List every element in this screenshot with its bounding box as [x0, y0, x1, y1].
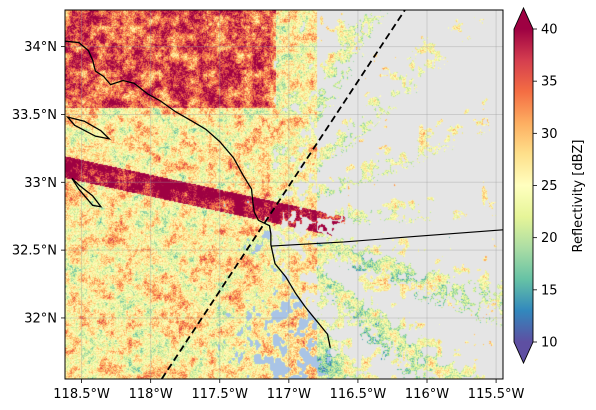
- map-axes: 118.5°W 118°W 117.5°W 117°W 116.5°W 116°W 115.…: [12, 9, 525, 402]
- longitude-tick-label: 116.5°W: [330, 387, 387, 402]
- latitude-tick-label: 32.5°N: [12, 244, 57, 259]
- colorbar-tick-label: 40: [541, 23, 558, 38]
- colorbar-extend-max: [514, 8, 533, 29]
- longitude-ticks: 118.5°W 118°W 117.5°W 117°W 116.5°W 116°W 115.…: [53, 379, 525, 402]
- latitude-tick-label: 33.5°N: [12, 108, 57, 123]
- colorbar-tick-label: 30: [541, 127, 558, 142]
- colorbar-ticks: 10 15 20 25 30 35 40: [533, 23, 558, 351]
- international-border: [270, 229, 503, 247]
- colorbar-extend-min: [514, 342, 533, 363]
- longitude-tick-label: 118°W: [129, 387, 173, 402]
- longitude-tick-label: 117.5°W: [191, 387, 248, 402]
- longitude-tick-label: 117°W: [267, 387, 311, 402]
- latitude-ticks: 34°N 33.5°N 33°N 32.5°N 32°N: [12, 40, 65, 326]
- latitude-tick-label: 34°N: [24, 40, 57, 55]
- colorbar-tick-label: 25: [541, 179, 558, 194]
- latitude-tick-label: 33°N: [24, 176, 57, 191]
- colorbar-gradient: [514, 29, 533, 342]
- radar-scan-line: [160, 10, 406, 379]
- colorbar-tick-label: 15: [541, 283, 558, 298]
- island-outline: [71, 177, 103, 208]
- longitude-tick-label: 116°W: [405, 387, 449, 402]
- longitude-tick-label: 115.5°W: [468, 387, 525, 402]
- longitude-tick-label: 118.5°W: [53, 387, 110, 402]
- colorbar-tick-label: 20: [541, 231, 558, 246]
- colorbar-tick-label: 35: [541, 75, 558, 90]
- colorbar-tick-label: 10: [541, 336, 558, 351]
- latitude-tick-label: 32°N: [24, 311, 57, 326]
- map-gridlines: [65, 10, 503, 379]
- colorbar: 10 15 20 25 30 35 40 Reflectivity [dBZ]: [513, 6, 586, 365]
- island-outline: [65, 116, 112, 140]
- coastline: [65, 40, 331, 348]
- colorbar-label: Reflectivity [dBZ]: [571, 140, 586, 253]
- map-frame: [64, 9, 504, 380]
- islands: [65, 116, 112, 208]
